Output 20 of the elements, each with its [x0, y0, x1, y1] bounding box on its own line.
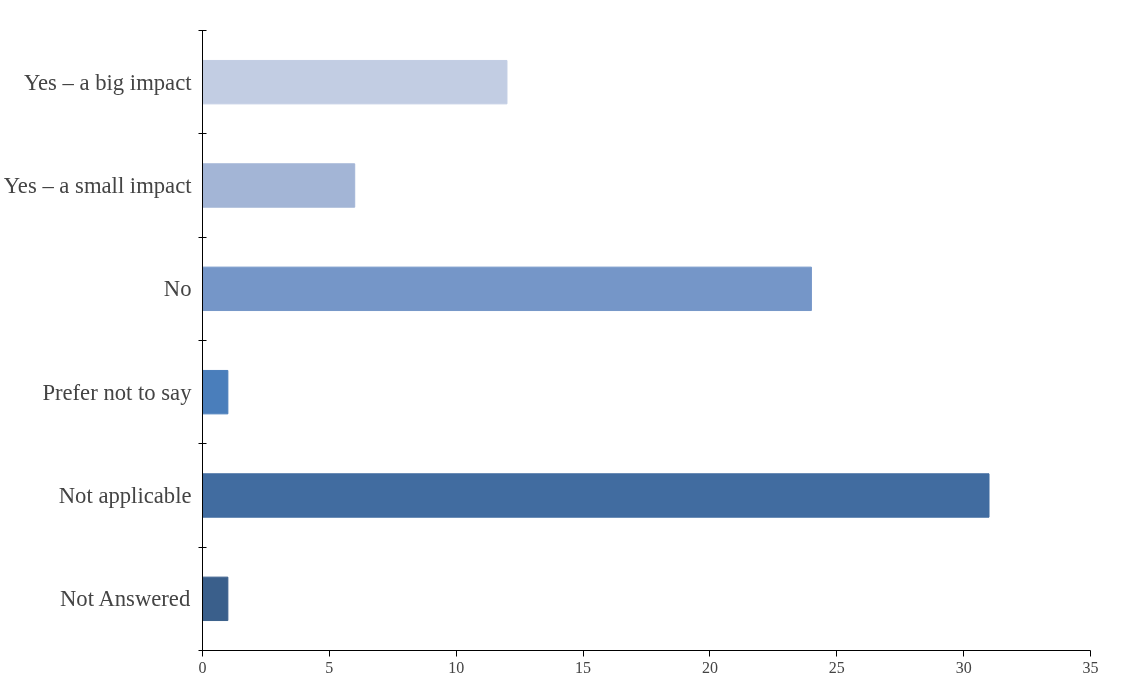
x-tick-label: 10: [448, 658, 465, 676]
y-tick-label: Prefer not to say: [42, 379, 193, 405]
bar: [202, 266, 812, 312]
y-tick-label: Yes – a big impact: [23, 69, 193, 95]
bar: [202, 473, 990, 518]
y-tick-label: Yes – a small impact: [3, 173, 193, 198]
x-tick-label: 0: [198, 658, 207, 676]
x-tick-label: 30: [955, 658, 972, 676]
x-tick-label: 20: [701, 658, 718, 676]
bar: [202, 576, 229, 622]
y-tick-label: Not Answered: [60, 586, 191, 612]
x-tick-label: 35: [1082, 658, 1099, 676]
x-tick-label: 5: [325, 658, 334, 676]
bar: [202, 59, 508, 105]
bar: [202, 369, 229, 415]
y-tick-label: Not applicable: [58, 483, 192, 508]
x-tick-label: 15: [575, 658, 592, 676]
x-tick-label: 25: [828, 658, 845, 676]
y-tick-label: No: [163, 276, 192, 302]
bar: [202, 163, 356, 208]
